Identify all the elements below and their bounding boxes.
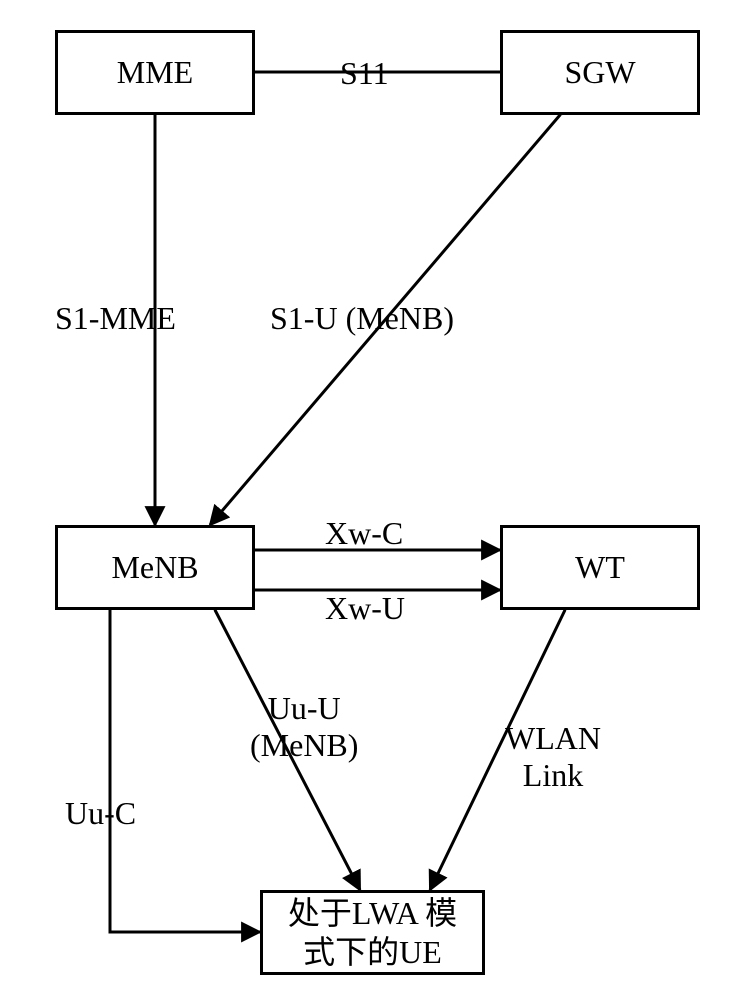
edge-label-s1u: S1-U (MeNB) [270,300,454,337]
edge-label-wlan: WLANLink [505,720,601,794]
node-mme-label: MME [117,53,193,91]
node-wt-label: WT [575,548,625,586]
diagram-canvas: MME SGW MeNB WT 处于LWA 模式下的UE S11 S1-MME … [0,0,752,1000]
edge-label-uuc: Uu-C [65,795,136,832]
node-sgw-label: SGW [564,53,635,91]
node-menb: MeNB [55,525,255,610]
edge-label-s1mme: S1-MME [55,300,176,337]
node-sgw: SGW [500,30,700,115]
edge-label-xwu: Xw-U [325,590,405,627]
node-wt: WT [500,525,700,610]
node-menb-label: MeNB [111,548,198,586]
edge-label-s11: S11 [340,55,389,92]
edge-label-xwc: Xw-C [325,515,403,552]
edges-layer [0,0,752,1000]
node-ue: 处于LWA 模式下的UE [260,890,485,975]
node-mme: MME [55,30,255,115]
node-ue-label: 处于LWA 模式下的UE [288,894,457,971]
edge-label-uuu: Uu-U(MeNB) [250,690,358,764]
